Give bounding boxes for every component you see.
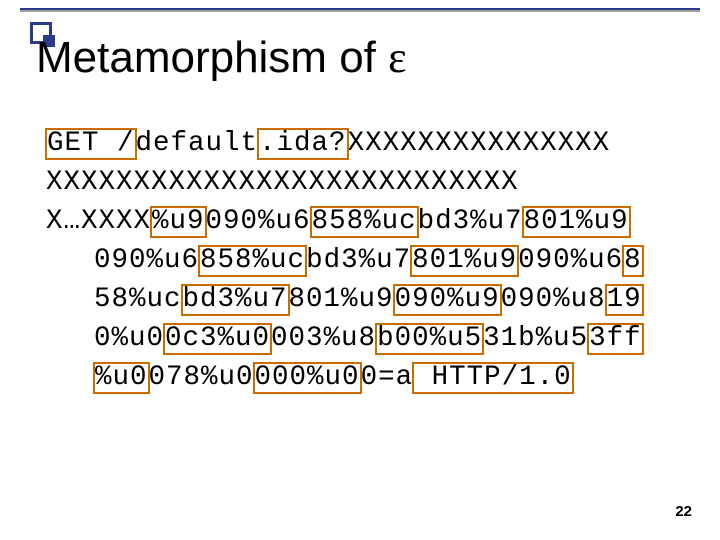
- t: bd3%u7: [418, 206, 523, 237]
- hl: 090%u9: [393, 284, 502, 316]
- hl-http: HTTP/1.0: [412, 362, 574, 394]
- title-epsilon: ε: [388, 33, 406, 82]
- t: 090%u6: [518, 245, 623, 276]
- hl: 8: [622, 245, 644, 277]
- t: XXXXXXXXXXXXXXX: [348, 128, 611, 159]
- hl: 3ff: [587, 323, 644, 355]
- hl: 0c3%u0: [163, 323, 272, 355]
- t: 801%u9: [289, 284, 394, 315]
- t: default: [136, 128, 259, 159]
- t: 078%u0: [149, 362, 254, 393]
- t: X…XXXX: [46, 206, 151, 237]
- t: 090%u8: [501, 284, 606, 315]
- hl: 000%u0: [253, 362, 362, 394]
- title-text: Metamorphism of: [36, 33, 388, 82]
- hl-ida: .ida?: [257, 128, 349, 160]
- t: 090%u6: [94, 245, 199, 276]
- hl: %u0: [93, 362, 150, 394]
- hl: 19: [605, 284, 644, 316]
- hl: 801%u9: [522, 206, 631, 238]
- hl: 801%u9: [410, 245, 519, 277]
- header-rule: [20, 8, 700, 12]
- hl: 858%uc: [310, 206, 419, 238]
- t: 0%u0: [94, 323, 164, 354]
- hl-get: GET /: [45, 128, 137, 160]
- t: bd3%u7: [306, 245, 411, 276]
- hl: 858%uc: [198, 245, 307, 277]
- hl: bd3%u7: [181, 284, 290, 316]
- page-number: 22: [675, 503, 692, 520]
- t: 090%u6: [206, 206, 311, 237]
- slide: Metamorphism of ε GET /default.ida?XXXXX…: [0, 0, 720, 540]
- slide-title: Metamorphism of ε: [36, 32, 407, 83]
- code-block: GET /default.ida?XXXXXXXXXXXXXXX XXXXXXX…: [46, 124, 680, 397]
- t: 58%uc: [94, 284, 182, 315]
- t: 003%u8: [271, 323, 376, 354]
- t: 31b%u5: [483, 323, 588, 354]
- hl: b00%u5: [375, 323, 484, 355]
- t: XXXXXXXXXXXXXXXXXXXXXXXXXXX: [46, 167, 519, 198]
- t: 0=a: [361, 362, 414, 393]
- hl: %u9: [150, 206, 207, 238]
